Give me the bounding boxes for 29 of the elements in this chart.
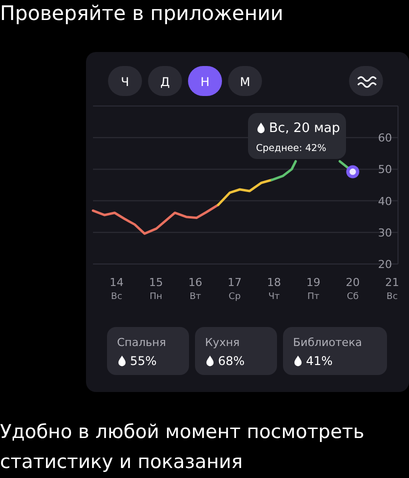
text: Д <box>160 75 170 89</box>
x-tick-label: 18 Чт <box>267 276 282 302</box>
text: Ч <box>120 75 130 89</box>
y-tick-label: 40 <box>378 194 392 208</box>
text: Н <box>200 75 210 89</box>
x-tick-label: 16 Вт <box>188 276 202 302</box>
text: 68% <box>218 354 245 368</box>
annotation: Среднее: 42% <box>256 143 326 154</box>
text: Кухня <box>205 336 240 349</box>
text: 41% <box>306 354 333 368</box>
text: 55% <box>130 354 157 368</box>
y-tick-label: 60 <box>378 132 392 145</box>
annotation: Вс, 20 мар <box>269 121 340 136</box>
text: Удобно в любой момент посмотреть статистику и показания <box>0 421 364 473</box>
line-series <box>92 204 220 235</box>
text: Библиотека <box>293 336 362 349</box>
x-tick-label: 17 Ср <box>228 276 242 302</box>
text: Спальня <box>117 336 166 349</box>
line-series <box>216 178 273 206</box>
y-tick-label: 50 <box>378 163 392 176</box>
y-tick-label: 20 <box>378 258 392 271</box>
chart-title: Проверяйте в приложении <box>0 1 284 25</box>
x-tick-label: 20 Сб <box>346 276 360 302</box>
text: М <box>240 75 250 89</box>
x-tick-label: 19 Пт <box>306 276 320 302</box>
x-tick-label: 14 Вс <box>110 276 124 302</box>
y-tick-label: 30 <box>378 226 392 240</box>
x-tick-label: 21 Вс <box>385 276 400 302</box>
x-tick-label: 15 Пн <box>148 276 163 302</box>
